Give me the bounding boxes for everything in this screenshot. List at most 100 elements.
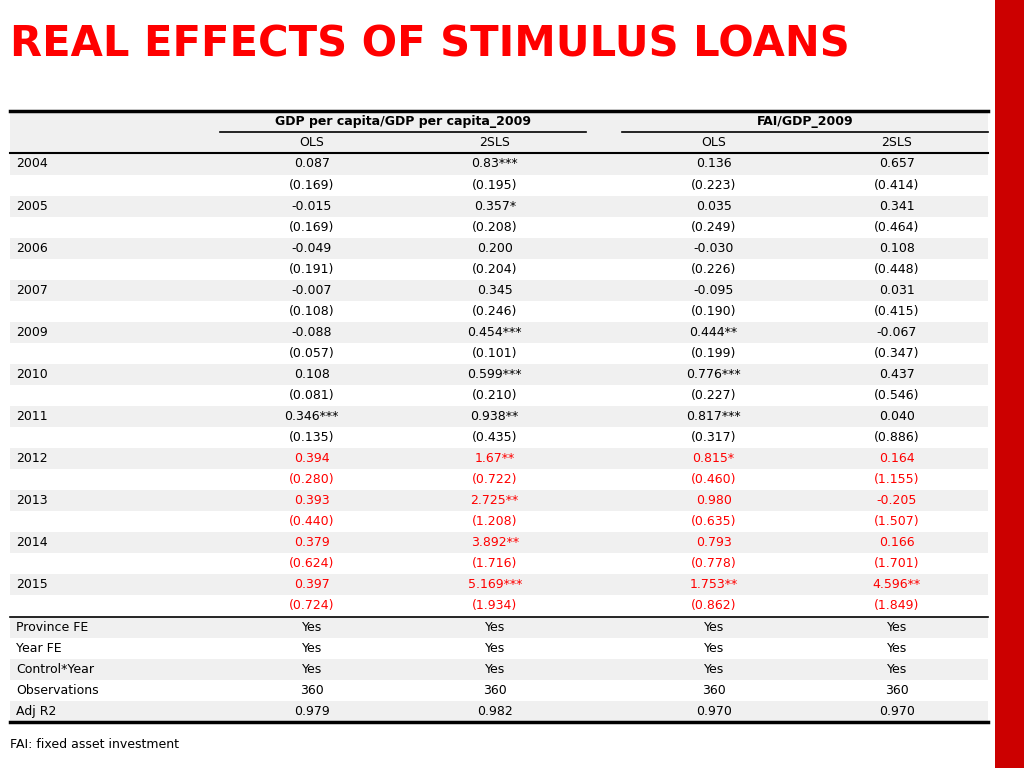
Text: 2015: 2015 (16, 578, 48, 591)
Text: 360: 360 (885, 684, 908, 697)
Text: (0.223): (0.223) (691, 178, 736, 191)
Text: (0.624): (0.624) (289, 558, 335, 571)
Text: Yes: Yes (301, 621, 322, 634)
Text: 2013: 2013 (16, 495, 48, 507)
Text: 0.599***: 0.599*** (468, 368, 522, 381)
Text: REAL EFFECTS OF STIMULUS LOANS: REAL EFFECTS OF STIMULUS LOANS (10, 23, 850, 65)
Text: 0.657: 0.657 (879, 157, 914, 170)
Text: Yes: Yes (703, 641, 724, 654)
Text: 0.200: 0.200 (477, 242, 513, 255)
Text: (0.347): (0.347) (873, 347, 920, 360)
Text: Adj R2: Adj R2 (16, 705, 56, 718)
Text: Province FE: Province FE (16, 621, 89, 634)
Text: 360: 360 (300, 684, 324, 697)
Text: (0.435): (0.435) (472, 431, 517, 444)
Text: -0.015: -0.015 (292, 200, 332, 213)
Text: -0.205: -0.205 (877, 495, 916, 507)
Text: (0.101): (0.101) (472, 347, 517, 360)
Text: Year FE: Year FE (16, 641, 62, 654)
Text: (1.849): (1.849) (873, 600, 920, 613)
Text: 0.970: 0.970 (695, 705, 731, 718)
Text: (0.210): (0.210) (472, 389, 517, 402)
Text: (0.317): (0.317) (691, 431, 736, 444)
Text: (0.057): (0.057) (289, 347, 335, 360)
Text: -0.030: -0.030 (693, 242, 734, 255)
Text: (0.280): (0.280) (289, 473, 335, 486)
Text: 0.394: 0.394 (294, 452, 330, 465)
Text: Yes: Yes (887, 663, 907, 676)
Text: Yes: Yes (484, 621, 505, 634)
Text: (0.464): (0.464) (873, 220, 920, 233)
Text: 2010: 2010 (16, 368, 48, 381)
Text: 2005: 2005 (16, 200, 48, 213)
Text: (0.862): (0.862) (691, 600, 736, 613)
Text: (0.635): (0.635) (691, 515, 736, 528)
Text: 0.982: 0.982 (477, 705, 513, 718)
Text: (0.886): (0.886) (873, 431, 920, 444)
Text: 2007: 2007 (16, 283, 48, 296)
Text: 0.087: 0.087 (294, 157, 330, 170)
Text: (1.934): (1.934) (472, 600, 517, 613)
Text: 3.892**: 3.892** (471, 536, 519, 549)
Text: 0.040: 0.040 (879, 410, 914, 423)
Text: FAI: fixed asset investment: FAI: fixed asset investment (10, 738, 179, 751)
Text: OLS: OLS (299, 137, 325, 150)
Text: 5.169***: 5.169*** (468, 578, 522, 591)
Text: 2006: 2006 (16, 242, 48, 255)
Text: (0.108): (0.108) (289, 305, 335, 318)
Text: (0.546): (0.546) (873, 389, 920, 402)
Text: (0.227): (0.227) (691, 389, 736, 402)
Text: (0.191): (0.191) (289, 263, 335, 276)
Text: 0.437: 0.437 (879, 368, 914, 381)
Text: 360: 360 (701, 684, 725, 697)
Text: (0.135): (0.135) (289, 431, 335, 444)
Text: (0.195): (0.195) (472, 178, 517, 191)
Text: 0.817***: 0.817*** (686, 410, 741, 423)
Text: (0.440): (0.440) (289, 515, 335, 528)
Text: 0.83***: 0.83*** (471, 157, 518, 170)
Text: OLS: OLS (701, 137, 726, 150)
Text: 360: 360 (483, 684, 507, 697)
Text: Yes: Yes (301, 663, 322, 676)
Text: 0.345: 0.345 (477, 283, 513, 296)
Text: 1.753**: 1.753** (689, 578, 737, 591)
Text: (0.249): (0.249) (691, 220, 736, 233)
Text: 0.379: 0.379 (294, 536, 330, 549)
Text: (0.246): (0.246) (472, 305, 517, 318)
Text: Yes: Yes (887, 621, 907, 634)
Text: -0.049: -0.049 (292, 242, 332, 255)
Text: -0.095: -0.095 (693, 283, 734, 296)
Text: 0.341: 0.341 (879, 200, 914, 213)
Text: (0.724): (0.724) (289, 600, 335, 613)
Text: 0.980: 0.980 (695, 495, 731, 507)
Text: (1.716): (1.716) (472, 558, 517, 571)
Text: 0.346***: 0.346*** (285, 410, 339, 423)
Text: (0.199): (0.199) (691, 347, 736, 360)
Text: GDP per capita/GDP per capita_2009: GDP per capita/GDP per capita_2009 (275, 115, 531, 128)
Text: (0.208): (0.208) (472, 220, 517, 233)
Text: 2004: 2004 (16, 157, 48, 170)
Text: 2012: 2012 (16, 452, 48, 465)
Text: (1.701): (1.701) (873, 558, 920, 571)
Text: Yes: Yes (301, 641, 322, 654)
Text: (0.190): (0.190) (691, 305, 736, 318)
Text: 0.108: 0.108 (879, 242, 914, 255)
Text: -0.007: -0.007 (292, 283, 332, 296)
Text: (1.155): (1.155) (873, 473, 920, 486)
Text: (0.460): (0.460) (691, 473, 736, 486)
Text: Yes: Yes (484, 663, 505, 676)
Text: 0.397: 0.397 (294, 578, 330, 591)
Text: 0.166: 0.166 (879, 536, 914, 549)
Text: (0.081): (0.081) (289, 389, 335, 402)
Text: (0.722): (0.722) (472, 473, 517, 486)
Text: (0.448): (0.448) (873, 263, 920, 276)
Text: Yes: Yes (887, 641, 907, 654)
Text: Control*Year: Control*Year (16, 663, 94, 676)
Text: 0.031: 0.031 (879, 283, 914, 296)
Text: 0.938**: 0.938** (471, 410, 519, 423)
Text: Observations: Observations (16, 684, 99, 697)
Text: 0.793: 0.793 (695, 536, 731, 549)
Text: (0.169): (0.169) (289, 178, 335, 191)
Text: 0.357*: 0.357* (474, 200, 516, 213)
Text: 0.776***: 0.776*** (686, 368, 741, 381)
